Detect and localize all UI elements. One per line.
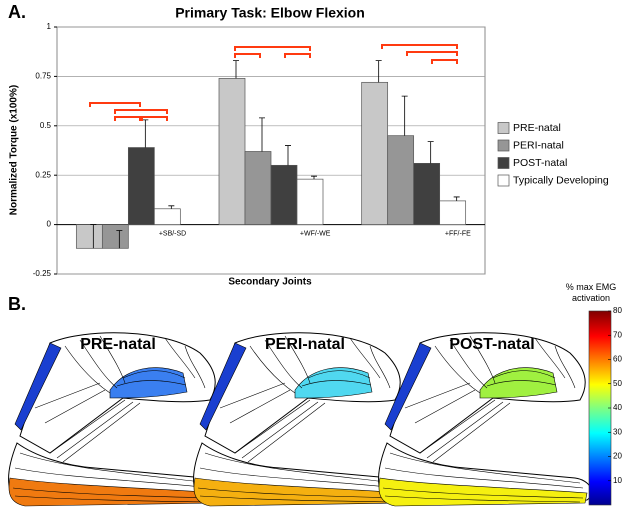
error-bar: [427, 141, 434, 164]
x-axis-label: Secondary Joints: [228, 277, 312, 288]
colorbar-tick-label: 70: [613, 330, 622, 339]
arm-title: PERI-natal: [265, 336, 345, 353]
error-bar: [453, 196, 460, 201]
chart-title: Primary Task: Elbow Flexion: [175, 5, 365, 21]
colorbar-tick-label: 10: [613, 476, 622, 485]
error-bar: [375, 60, 382, 83]
bar: [413, 162, 441, 225]
colorbar-tick-label: 80: [613, 306, 622, 315]
x-tick-label: +SB/-SD: [159, 230, 186, 237]
bar: [270, 164, 298, 225]
significance-bracket: [89, 102, 141, 107]
arm-post: [378, 332, 593, 507]
bar: [101, 224, 129, 249]
colorbar-tick-label: 40: [613, 403, 622, 412]
bar: [361, 81, 389, 225]
colorbar-tick-label: 60: [613, 355, 622, 364]
bar: [75, 224, 103, 249]
y-tick-label: 0.5: [40, 121, 52, 130]
x-tick-label: +FF/-FE: [445, 230, 471, 237]
error-bar: [116, 230, 123, 249]
significance-bracket: [431, 59, 458, 64]
colorbar-title: % max EMG activation: [565, 282, 617, 303]
y-tick-label: 0.25: [35, 170, 51, 179]
legend-label: Typically Developing: [513, 174, 609, 186]
significance-bracket: [381, 44, 458, 49]
legend-label: POST-natal: [513, 157, 567, 169]
y-tick-label: 0: [47, 220, 52, 229]
colorbar: 10 20 30 40 50 60 70 80: [588, 306, 622, 506]
arm-peri: [193, 332, 408, 507]
colorbar-scale: [588, 310, 612, 506]
legend-label: PERI-natal: [513, 139, 564, 151]
significance-bracket: [234, 53, 261, 58]
legend-swatch: [497, 174, 510, 187]
arm-pre: [8, 332, 223, 507]
colorbar-tick-label: 20: [613, 452, 622, 461]
significance-bracket: [406, 51, 458, 56]
bar: [244, 151, 272, 225]
significance-bracket: [141, 116, 168, 121]
significance-bracket: [114, 116, 141, 121]
bar: [218, 78, 246, 225]
error-bar: [90, 224, 97, 249]
colorbar-tick-label: 50: [613, 379, 622, 388]
colorbar-tick-label: 30: [613, 427, 622, 436]
panel-label: A.: [8, 2, 26, 22]
error-bar: [259, 117, 265, 152]
bar-chart: -0.25 0 0.25 0.5 0.75 1 +SB/-SD +WF/-WE +FF/-FE P…: [33, 22, 609, 278]
significance-bracket: [234, 46, 311, 51]
arm-title: PRE-natal: [80, 336, 156, 353]
error-bar: [142, 119, 149, 148]
error-bar: [285, 145, 291, 166]
bar: [387, 135, 415, 225]
legend-swatch: [497, 122, 510, 134]
legend-swatch: [497, 139, 510, 152]
bar: [439, 200, 467, 225]
legend-label: PRE-natal: [513, 122, 561, 134]
bar: [127, 147, 155, 225]
error-bar: [401, 95, 408, 136]
y-tick-label: 0.75: [35, 72, 51, 81]
bar: [153, 208, 181, 225]
error-bar: [311, 175, 317, 180]
error-bar: [168, 205, 175, 209]
panel-label: B.: [8, 294, 26, 314]
x-tick-label: +WF/-WE: [300, 230, 331, 237]
y-axis-label: Normalized Torque (x100%): [9, 85, 20, 215]
y-tick-label: 1: [47, 22, 52, 31]
significance-bracket: [114, 109, 168, 114]
bar: [296, 178, 324, 225]
significance-bracket: [284, 53, 311, 58]
legend-swatch: [497, 157, 510, 169]
error-bar: [233, 60, 239, 79]
arm-title: POST-natal: [449, 336, 534, 353]
y-tick-label: -0.25: [33, 269, 52, 278]
